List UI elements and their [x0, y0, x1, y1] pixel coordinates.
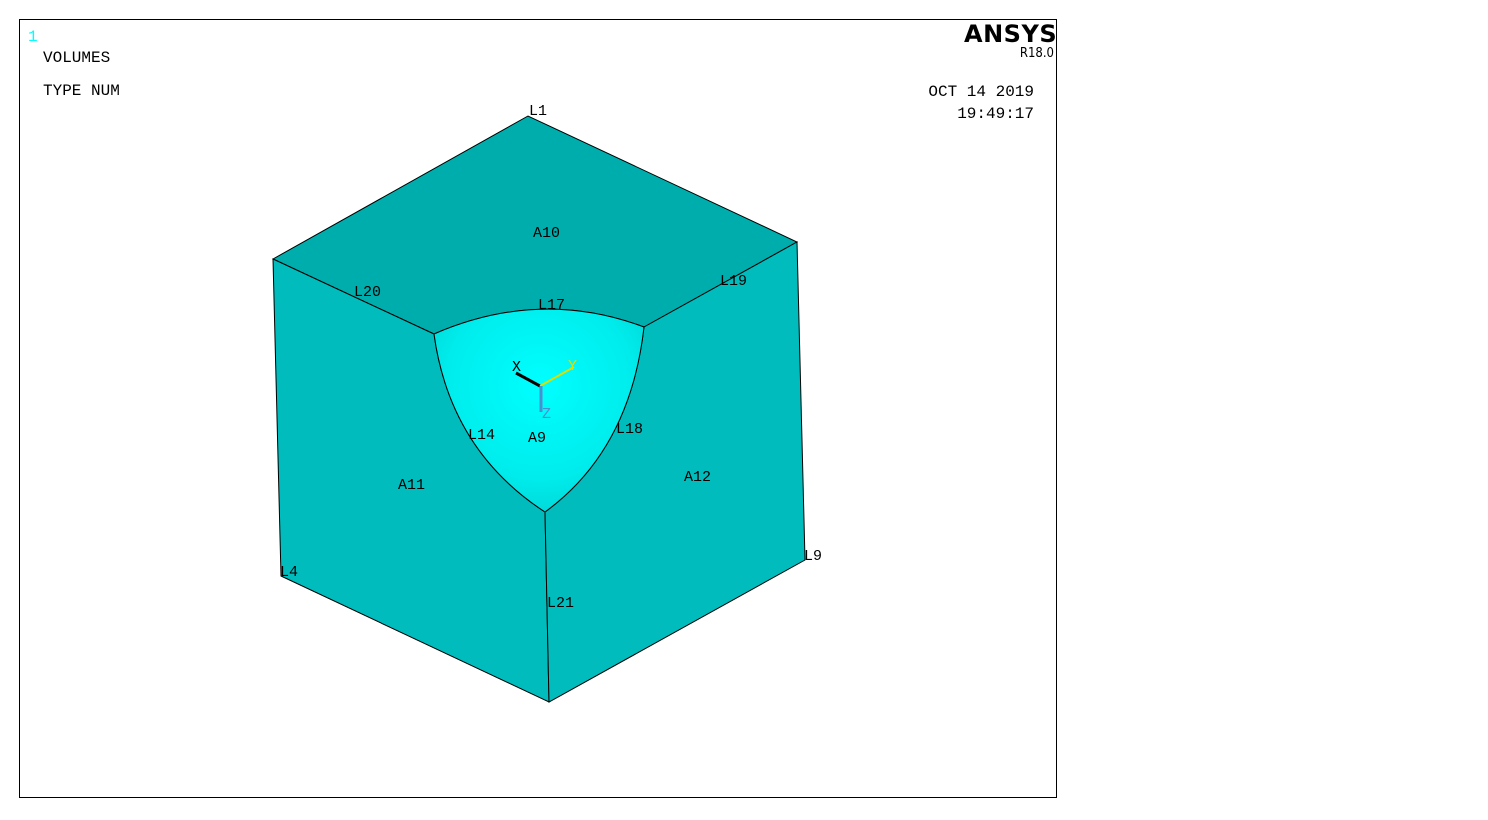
line-label-l20: L20 — [354, 284, 381, 301]
triad-x-label: X — [512, 359, 521, 376]
line-label-l1: L1 — [529, 103, 547, 120]
line-label-l19: L19 — [720, 273, 747, 290]
area-label-a9: A9 — [528, 430, 546, 447]
triad-y-label: Y — [568, 358, 577, 375]
line-label-l17: L17 — [538, 297, 565, 314]
area-label-a10: A10 — [533, 225, 560, 242]
line-label-l9: L9 — [804, 548, 822, 565]
area-label-a12: A12 — [684, 469, 711, 486]
area-label-a11: A11 — [398, 477, 425, 494]
line-label-l4: L4 — [280, 564, 298, 581]
triad-z-label: Z — [542, 406, 551, 423]
line-label-l21: L21 — [547, 595, 574, 612]
line-label-l18: L18 — [616, 421, 643, 438]
line-label-l14: L14 — [468, 427, 495, 444]
